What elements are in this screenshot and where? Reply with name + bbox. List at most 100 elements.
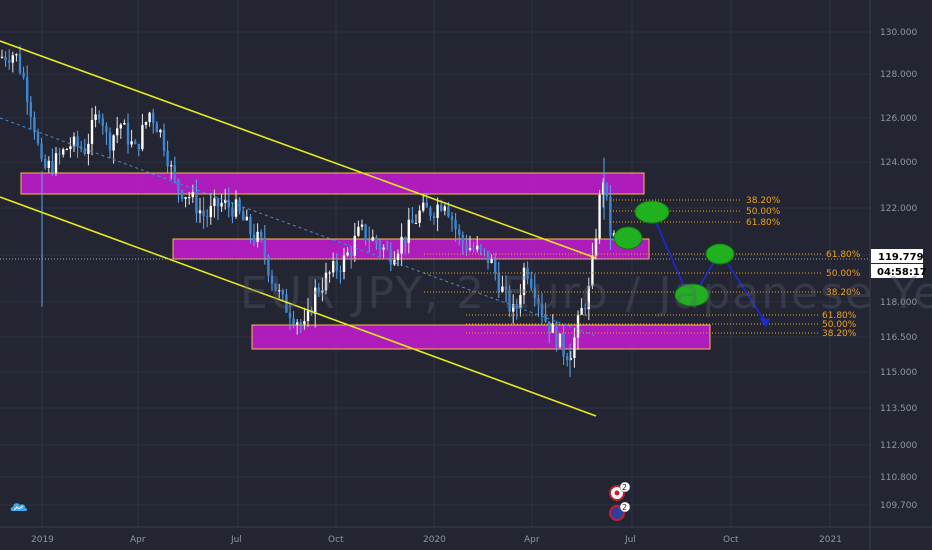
candle-body <box>170 165 173 167</box>
candle-body <box>69 146 72 150</box>
y-tick-label: 115.000 <box>880 368 917 378</box>
candle-body <box>425 202 428 208</box>
candle-body <box>461 235 464 244</box>
candle-body <box>540 303 544 315</box>
candle-body <box>238 199 241 212</box>
candle-body <box>321 290 324 293</box>
target-ellipse[interactable] <box>705 243 735 265</box>
channel-upper-line[interactable] <box>0 40 597 259</box>
candle-body <box>429 207 432 217</box>
candle-body <box>306 309 310 322</box>
candle-body <box>440 204 443 211</box>
candle-body <box>29 101 32 118</box>
resistance-zone-middle[interactable] <box>172 238 650 260</box>
channel-lower-line[interactable] <box>0 196 597 417</box>
candle-body <box>350 252 353 256</box>
fib-label: 50.00% <box>746 207 781 217</box>
candle-body <box>342 255 346 272</box>
candle-body <box>303 321 306 325</box>
x-tick-label: Jul <box>624 535 636 545</box>
candle-body <box>144 122 148 125</box>
candle-body <box>544 314 547 322</box>
event-badge[interactable]: 2 <box>609 481 631 501</box>
candle-body <box>533 287 536 298</box>
y-tick-label: 122.000 <box>880 204 917 214</box>
candle-body <box>162 129 166 151</box>
target-ellipse[interactable] <box>613 226 643 250</box>
fib-label: 38.20% <box>822 329 857 339</box>
candle-body <box>339 270 342 272</box>
candle-body <box>418 210 421 223</box>
candle-body <box>393 259 396 265</box>
candle-body <box>263 237 266 257</box>
candle-body <box>346 252 349 256</box>
candle-body <box>605 182 608 197</box>
candle-body <box>436 204 439 218</box>
candle-body <box>332 261 335 273</box>
tradingview-cloud-icon[interactable] <box>10 500 28 512</box>
event-badge[interactable]: 2 <box>609 501 631 521</box>
target-ellipse[interactable] <box>674 283 710 307</box>
candle-body <box>270 275 274 284</box>
candle-body <box>256 231 259 242</box>
candle-body <box>137 143 140 150</box>
fib-set-1[interactable] <box>610 199 742 223</box>
candle-body <box>260 231 263 238</box>
resistance-zone-upper[interactable] <box>20 172 645 195</box>
candle-body <box>126 122 130 145</box>
current-price-value: 119.779 <box>878 252 924 263</box>
candle-body <box>152 112 155 124</box>
candle-body <box>490 258 493 264</box>
candle-body <box>191 191 194 198</box>
fib-label: 50.00% <box>826 269 861 279</box>
fib-set-2[interactable] <box>424 253 822 293</box>
fib-label: 38.20% <box>826 288 861 298</box>
candle-body <box>148 112 151 123</box>
candle-body <box>18 54 22 73</box>
candle-body <box>411 219 414 224</box>
candle-body <box>382 247 385 250</box>
candle-body <box>497 272 500 292</box>
candle-body <box>22 72 25 78</box>
candle-body <box>584 308 587 310</box>
y-tick-label: 130.000 <box>880 28 917 38</box>
candle-body <box>573 337 576 359</box>
y-tick-label: 113.500 <box>880 404 917 414</box>
candle-body <box>141 124 144 150</box>
y-tick-label: 124.000 <box>880 158 917 168</box>
candle-body <box>450 216 454 221</box>
candle-body <box>526 267 529 280</box>
x-tick-label: Oct <box>328 535 344 545</box>
grid <box>41 0 831 527</box>
projection-arrowhead <box>759 318 770 327</box>
target-ellipse[interactable] <box>634 200 670 224</box>
candle-body <box>407 219 410 243</box>
candle-body <box>15 54 18 56</box>
candle-body <box>184 197 187 200</box>
candle-body <box>299 322 302 325</box>
candle-body <box>227 199 230 208</box>
candle-body <box>188 197 191 199</box>
candle-body <box>314 287 317 315</box>
y-tick-label: 116.500 <box>880 333 917 343</box>
candle-body <box>501 286 504 292</box>
candle-body <box>328 272 331 274</box>
candle-body <box>58 153 61 155</box>
candle-body <box>598 194 601 239</box>
fib-label: 50.00% <box>822 320 857 330</box>
candle-body <box>26 77 29 102</box>
candle-body <box>324 272 328 291</box>
price-axis[interactable] <box>870 0 932 527</box>
candle-body <box>447 206 450 217</box>
y-tick-label: 110.800 <box>880 473 917 483</box>
candle-body <box>612 233 616 237</box>
candle-body <box>36 132 40 144</box>
x-tick-label: Oct <box>723 535 739 545</box>
candle-body <box>587 285 590 310</box>
candle-body <box>317 287 320 293</box>
candle-body <box>522 267 526 296</box>
support-zone-lower[interactable] <box>251 324 711 350</box>
candle-body <box>404 236 407 243</box>
candle-body <box>458 229 461 236</box>
